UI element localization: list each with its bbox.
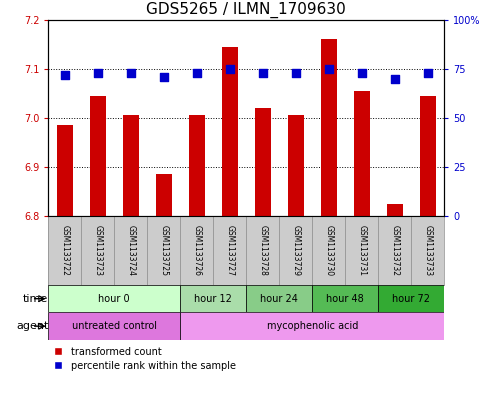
Bar [246,285,313,312]
Text: untreated control: untreated control [72,321,157,331]
Bar [321,39,337,216]
Text: hour 24: hour 24 [260,294,298,304]
Point [325,66,333,72]
Text: GSM1133727: GSM1133727 [226,225,234,276]
Bar [386,204,403,216]
Point [127,70,135,76]
Bar [57,125,73,216]
Bar [354,91,370,216]
Point [226,66,234,72]
Text: GSM1133725: GSM1133725 [159,225,168,276]
Point [292,70,299,76]
Bar [222,47,238,216]
Bar [378,285,444,312]
Text: GSM1133726: GSM1133726 [192,225,201,276]
Text: hour 0: hour 0 [99,294,130,304]
Text: GSM1133733: GSM1133733 [424,225,432,276]
Point [160,73,168,80]
Text: agent: agent [16,321,48,331]
Text: GSM1133728: GSM1133728 [258,225,267,276]
Bar [287,116,304,216]
Text: time: time [23,294,48,304]
Bar [123,116,139,216]
Bar [156,174,172,216]
Point [94,70,102,76]
Text: mycophenolic acid: mycophenolic acid [267,321,358,331]
Title: GDS5265 / ILMN_1709630: GDS5265 / ILMN_1709630 [146,2,346,18]
Point [61,72,69,78]
Bar [180,312,444,340]
Point [391,75,399,82]
Text: hour 12: hour 12 [194,294,232,304]
Text: hour 48: hour 48 [327,294,364,304]
Text: GSM1133731: GSM1133731 [357,225,366,276]
Bar [48,285,180,312]
Bar [188,116,205,216]
Point [193,70,201,76]
Text: GSM1133732: GSM1133732 [390,225,399,276]
Text: GSM1133722: GSM1133722 [60,225,69,276]
Legend: transformed count, percentile rank within the sample: transformed count, percentile rank withi… [49,343,240,375]
Text: hour 72: hour 72 [392,294,430,304]
Bar [255,108,271,216]
Bar [180,285,246,312]
Bar [313,285,378,312]
Point [259,70,267,76]
Text: GSM1133730: GSM1133730 [325,225,333,276]
Text: GSM1133723: GSM1133723 [93,225,102,276]
Text: GSM1133724: GSM1133724 [127,225,135,276]
Bar [48,312,180,340]
Bar [89,96,106,216]
Bar [420,96,436,216]
Point [424,70,432,76]
Text: GSM1133729: GSM1133729 [291,225,300,276]
Point [358,70,366,76]
